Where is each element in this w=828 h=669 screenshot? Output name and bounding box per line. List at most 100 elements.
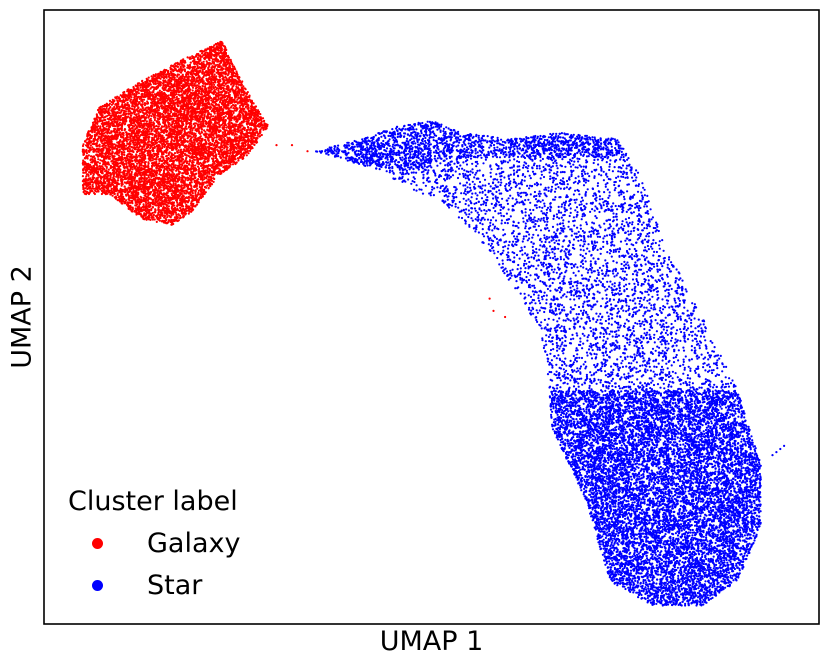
galaxy-point xyxy=(123,198,125,200)
galaxy-point xyxy=(231,63,233,65)
galaxy-point xyxy=(163,162,165,164)
galaxy-point xyxy=(212,177,214,179)
galaxy-point xyxy=(177,73,179,75)
galaxy-point xyxy=(192,192,194,194)
galaxy-point xyxy=(159,217,161,219)
galaxy-point xyxy=(132,189,134,191)
galaxy-point xyxy=(161,126,163,128)
galaxy-point xyxy=(124,185,126,187)
galaxy-point xyxy=(217,43,219,45)
galaxy-point xyxy=(111,192,113,194)
galaxy-point xyxy=(165,134,167,136)
galaxy-point xyxy=(125,181,127,183)
galaxy-point xyxy=(218,124,220,126)
galaxy-point xyxy=(114,193,116,195)
galaxy-point xyxy=(175,183,177,185)
galaxy-point xyxy=(109,155,111,157)
galaxy-point xyxy=(140,186,142,188)
galaxy-point xyxy=(154,119,156,121)
galaxy-point xyxy=(145,139,147,141)
galaxy-point xyxy=(121,151,123,153)
galaxy-point xyxy=(212,115,214,117)
galaxy-point xyxy=(203,61,205,63)
galaxy-point xyxy=(206,129,208,131)
galaxy-point xyxy=(159,171,161,173)
galaxy-point xyxy=(176,79,178,81)
galaxy-point xyxy=(192,87,194,89)
galaxy-point xyxy=(109,193,111,195)
galaxy-point xyxy=(99,152,101,154)
galaxy-point xyxy=(239,105,241,107)
galaxy-point xyxy=(224,46,226,48)
galaxy-point xyxy=(91,148,93,150)
galaxy-point xyxy=(151,115,153,117)
galaxy-point xyxy=(205,133,207,135)
galaxy-point xyxy=(82,175,84,177)
galaxy-point xyxy=(146,135,148,137)
galaxy-point xyxy=(216,113,218,115)
galaxy-point xyxy=(247,127,249,129)
galaxy-point xyxy=(159,220,161,222)
galaxy-point xyxy=(105,145,107,147)
galaxy-point xyxy=(226,107,228,109)
galaxy-point xyxy=(166,182,168,184)
galaxy-point xyxy=(214,151,216,153)
galaxy-point xyxy=(202,85,204,87)
galaxy-point xyxy=(98,165,100,167)
galaxy-point xyxy=(104,131,106,133)
galaxy-point xyxy=(143,161,145,163)
galaxy-point xyxy=(90,136,92,138)
galaxy-point xyxy=(131,181,133,183)
galaxy-point xyxy=(92,184,94,186)
galaxy-point xyxy=(242,157,244,159)
galaxy-point xyxy=(124,174,126,176)
galaxy-point xyxy=(197,194,199,196)
galaxy-point xyxy=(236,133,238,135)
galaxy-point xyxy=(144,136,146,138)
galaxy-point xyxy=(106,167,108,169)
galaxy-point xyxy=(85,171,87,173)
galaxy-point xyxy=(113,173,115,175)
galaxy-point xyxy=(156,221,158,223)
galaxy-point xyxy=(129,150,131,152)
galaxy-point xyxy=(152,133,154,135)
galaxy-point xyxy=(190,194,192,196)
galaxy-point xyxy=(168,205,170,207)
galaxy-point xyxy=(183,187,185,189)
galaxy-point xyxy=(144,179,146,181)
galaxy-point xyxy=(86,139,88,141)
galaxy-point xyxy=(102,163,104,165)
galaxy-point xyxy=(151,78,153,80)
galaxy-point xyxy=(171,65,173,67)
galaxy-point xyxy=(91,146,93,148)
galaxy-point xyxy=(121,185,123,187)
galaxy-point xyxy=(185,161,187,163)
galaxy-point xyxy=(180,149,182,151)
galaxy-point xyxy=(241,80,243,82)
galaxy-point xyxy=(199,60,201,62)
galaxy-point xyxy=(128,105,130,107)
galaxy-point xyxy=(92,158,94,160)
galaxy-point xyxy=(96,123,98,125)
galaxy-point xyxy=(111,104,113,106)
galaxy-point xyxy=(153,153,155,155)
galaxy-point xyxy=(92,160,94,162)
galaxy-point xyxy=(194,164,196,166)
galaxy-point xyxy=(245,88,247,90)
galaxy-point xyxy=(114,155,116,157)
galaxy-point xyxy=(123,151,125,153)
galaxy-point xyxy=(171,194,173,196)
galaxy-point xyxy=(192,89,194,91)
galaxy-point xyxy=(203,72,205,74)
galaxy-point xyxy=(176,101,178,103)
galaxy-point xyxy=(121,103,123,105)
galaxy-point xyxy=(154,146,156,148)
galaxy-point xyxy=(179,90,181,92)
galaxy-point xyxy=(234,110,236,112)
galaxy-point xyxy=(214,74,216,76)
galaxy-point xyxy=(187,56,189,58)
galaxy-point xyxy=(175,62,177,64)
galaxy-point xyxy=(85,175,87,177)
galaxy-point xyxy=(150,191,152,193)
galaxy-point xyxy=(82,172,84,174)
